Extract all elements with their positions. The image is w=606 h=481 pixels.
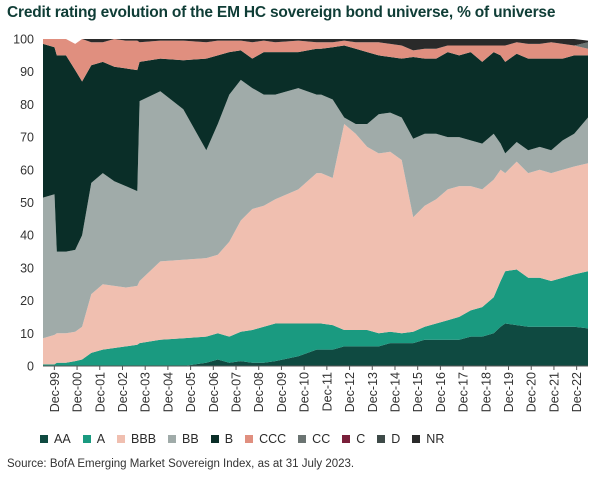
legend-item-d: D	[377, 432, 400, 446]
legend-item-bbb: BBB	[117, 432, 156, 446]
legend-item-cc: CC	[298, 432, 330, 446]
area-b	[43, 43, 588, 252]
legend-label: CC	[312, 432, 331, 446]
y-axis: 0 10 20 30 40 50 60 70 80 90 100	[13, 33, 34, 374]
legend-swatch	[210, 435, 219, 443]
x-tick-label: Dec-19	[502, 372, 516, 412]
x-tick-label: Dec-18	[479, 372, 493, 412]
legend-item-a: A	[82, 432, 106, 446]
x-tick-label: Dec-05	[184, 372, 198, 412]
x-tick-label: Dec-21	[547, 372, 561, 412]
y-tick-label: 0	[27, 360, 34, 374]
area-a	[43, 269, 588, 366]
legend-item-c: C	[342, 432, 365, 446]
legend-item-aa: AA	[40, 432, 71, 446]
legend-label: BB	[182, 432, 199, 446]
legend-label: AA	[54, 432, 71, 446]
x-tick-label: Dec-08	[252, 372, 266, 412]
x-tick-label: Dec-00	[71, 372, 85, 412]
legend-swatch	[82, 435, 91, 443]
legend-label: CCC	[259, 432, 287, 446]
legend-swatch	[40, 435, 48, 443]
x-tick-label: Dec-04	[161, 372, 175, 412]
legend-label: B	[224, 432, 234, 446]
legend-label: D	[391, 432, 401, 446]
x-tick-label: Dec-99	[48, 372, 62, 412]
legend-label: A	[96, 432, 106, 446]
legend-item-bb: BB	[168, 432, 199, 446]
x-tick-label: Dec-17	[457, 372, 471, 412]
y-tick-label: 10	[20, 327, 34, 341]
y-tick-label: 60	[20, 163, 34, 177]
legend-item-nr: NR	[412, 432, 444, 446]
legend: AA A BBB BB B CCC CC C D NR	[40, 432, 456, 446]
y-tick-label: 40	[20, 229, 34, 243]
legend-item-b: B	[210, 432, 234, 446]
x-tick-label: Dec-15	[411, 372, 425, 412]
x-tick-label: Dec-02	[116, 372, 130, 412]
x-tick-label: Dec-10	[298, 372, 312, 412]
legend-label: BBB	[131, 432, 157, 446]
x-tick-label: Dec-16	[434, 372, 448, 412]
legend-swatch	[117, 435, 126, 443]
x-tick-label: Dec-20	[525, 372, 539, 412]
x-tick-label: Dec-14	[388, 372, 402, 412]
x-tick-label: Dec-07	[230, 372, 244, 412]
x-axis: Dec-99 Dec-00 Dec-01 Dec-02 Dec-03 Dec-04 Dec-…	[43, 365, 588, 412]
x-tick-label: Dec-06	[207, 372, 221, 412]
area-nr	[43, 39, 588, 51]
chart-title: Credit rating evolution of the EM HC sov…	[7, 4, 556, 21]
legend-label: NR	[426, 432, 445, 446]
legend-swatch	[412, 435, 421, 443]
y-tick-label: 70	[20, 131, 34, 145]
x-tick-label: Dec-01	[93, 372, 107, 412]
area-aa	[43, 323, 588, 366]
legend-swatch	[377, 435, 386, 443]
area-layers	[43, 39, 588, 366]
legend-swatch	[342, 435, 351, 443]
x-tick-label: Dec-11	[320, 372, 334, 411]
y-tick-label: 80	[20, 98, 34, 112]
x-tick-label: Dec-13	[366, 372, 380, 412]
area-bb	[43, 79, 588, 339]
x-tick-label: Dec-22	[570, 372, 584, 412]
x-tick-label: Dec-03	[139, 372, 153, 412]
y-tick-label: 90	[20, 65, 34, 79]
x-tick-label: Dec-12	[343, 372, 357, 412]
legend-label: C	[356, 432, 366, 446]
legend-swatch	[245, 435, 254, 443]
y-tick-label: 30	[20, 261, 34, 275]
legend-swatch	[298, 435, 307, 443]
y-tick-label: 20	[20, 294, 34, 308]
source-note: Source: BofA Emerging Market Sovereign I…	[7, 458, 355, 470]
area-bbb	[43, 124, 588, 365]
x-tick-label: Dec-09	[275, 372, 289, 412]
y-tick-label: 50	[20, 196, 34, 210]
y-tick-label: 100	[13, 33, 34, 47]
legend-swatch	[168, 435, 177, 443]
legend-item-ccc: CCC	[245, 432, 286, 446]
area-ccc	[43, 39, 588, 82]
